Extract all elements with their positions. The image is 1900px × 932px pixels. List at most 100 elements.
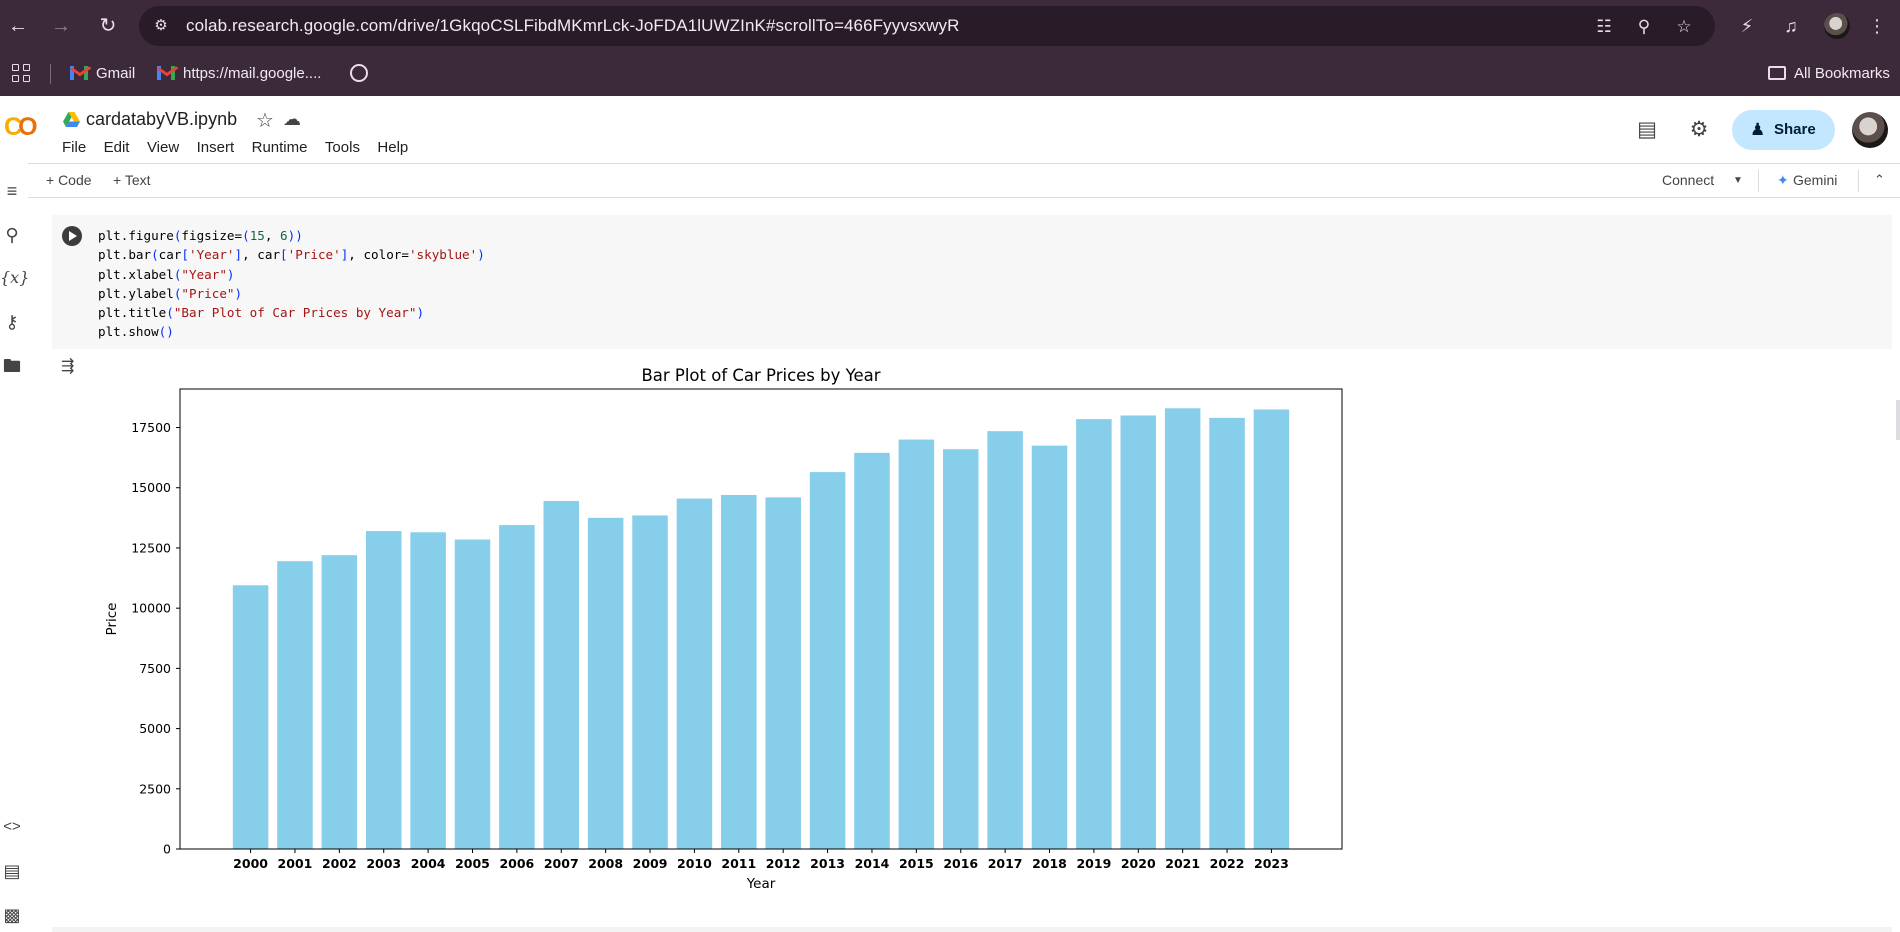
x-tick-label-2005: 2005 [455,856,490,871]
bar-2023 [1253,409,1290,849]
toolbar-divider [1758,170,1759,192]
connect-dropdown-icon[interactable]: ▼ [1733,175,1743,186]
bookmark-mail[interactable]: https://mail.google.... [157,62,321,86]
bar-2014 [854,452,890,849]
bar-2001 [277,561,313,849]
code-line-5: plt.title("Bar Plot of Car Prices by Yea… [98,305,425,321]
x-tick-label-2000: 2000 [233,856,268,871]
site-settings-icon[interactable]: ⚙ [154,17,168,34]
y-tick-label-17500: 17500 [131,420,171,435]
bar-2009 [632,515,668,849]
x-tick-label-2009: 2009 [633,856,668,871]
menu-help[interactable]: Help [377,139,409,156]
bar-2018 [1031,445,1068,849]
menu-runtime[interactable]: Runtime [251,139,308,156]
x-tick-label-2014: 2014 [855,856,890,871]
code-line-6: plt.show() [98,324,174,340]
user-avatar[interactable] [1852,112,1888,148]
x-tick-label-2019: 2019 [1076,856,1111,871]
folder-icon [1768,66,1786,80]
gemini-button[interactable]: Gemini [1793,172,1838,188]
address-bar[interactable]: ⚙ colab.research.google.com/drive/1GkqoC… [139,6,1715,46]
forward-icon[interactable]: → [51,15,71,37]
menu-tools[interactable]: Tools [324,139,360,156]
x-tick-label-2020: 2020 [1121,856,1156,871]
add-code-button[interactable]: + Code [46,172,92,188]
url-text: colab.research.google.com/drive/1GkqoCSL… [186,16,960,35]
variables-icon[interactable]: {x} [0,268,30,287]
cloud-saved-icon[interactable]: ☁ [283,109,301,129]
x-axis: 2000 2001 2002 2003 2004 2005 2006 2007 2008 2009… [233,849,1289,871]
menu-view[interactable]: View [146,139,180,156]
output-options-icon[interactable]: ⇶ [61,358,75,375]
code-cell[interactable] [52,215,1892,349]
bar-2016 [942,449,979,849]
menu-insert[interactable]: Insert [196,139,235,156]
code-editor[interactable]: plt.figure(figsize=(15, 6)) plt.bar(car[… [98,226,485,342]
share-button[interactable]: ♟ Share [1732,110,1835,150]
y-tick-label-7500: 7500 [139,661,171,676]
gemini-sparkle-icon: ✦ [1777,172,1789,188]
back-icon[interactable]: ← [8,15,28,37]
more-menu-icon[interactable]: ⋮ [1868,16,1886,36]
secrets-key-icon[interactable]: ⚷ [5,312,19,332]
x-tick-label-2003: 2003 [366,856,401,871]
menu-edit[interactable]: Edit [103,139,130,156]
menu-bar: File Edit View Insert Runtime Tools Help [62,139,421,157]
y-tick-label-2500: 2500 [139,781,171,796]
collapse-header-icon[interactable]: ⌃ [1874,172,1885,187]
toolbar-divider [1858,170,1859,192]
apps-grid-icon[interactable] [12,64,32,84]
x-tick-label-2017: 2017 [988,856,1023,871]
bookmark-globe[interactable] [350,62,368,86]
command-palette-icon[interactable]: ▤ [3,861,21,881]
bookmark-gmail[interactable]: Gmail [70,62,135,86]
scrollbar-thumb[interactable] [1896,400,1900,440]
star-icon[interactable]: ☆ [256,110,274,132]
x-tick-label-2001: 2001 [278,856,313,871]
browser-toolbar: ← → ↻ ⚙ colab.research.google.com/drive/… [0,0,1900,52]
x-tick-label-2023: 2023 [1254,856,1289,871]
bookmark-label: https://mail.google.... [183,65,322,82]
search-icon[interactable]: ⚲ [5,225,19,245]
x-tick-label-2010: 2010 [677,856,712,871]
reload-icon[interactable]: ↻ [99,15,117,37]
table-of-contents-icon[interactable]: ≡ [6,181,18,201]
x-tick-label-2013: 2013 [810,856,845,871]
y-axis-label: Price [104,603,120,636]
x-tick-label-2021: 2021 [1165,856,1200,871]
zoom-icon[interactable]: ⚲ [1637,17,1651,36]
run-cell-button[interactable] [62,226,82,246]
bar-2004 [410,532,446,849]
colab-logo[interactable]: CO [4,113,38,141]
terminal-icon[interactable]: ▩ [3,905,21,925]
bar-2020 [1120,415,1157,849]
media-icon[interactable]: ♫ [1784,16,1798,36]
bar-2010 [676,498,713,849]
bookmarks-bar: Gmail https://mail.google.... All Bookma… [0,52,1900,96]
comments-icon[interactable]: ▤ [1637,118,1657,141]
profile-avatar[interactable] [1824,13,1850,39]
notebook-title[interactable]: cardatabyVB.ipynb [86,109,238,129]
code-snippets-icon[interactable]: <> [3,818,21,835]
menu-file[interactable]: File [62,139,87,156]
notebook-toolbar: + Code + Text Connect ▼ ✦ Gemini ⌃ [28,163,1900,198]
bars-group [232,408,1290,849]
next-cell-edge [52,927,1892,932]
settings-icon[interactable]: ⚙ [1689,118,1709,141]
gmail-icon [157,66,175,80]
plot-frame [179,388,1343,850]
all-bookmarks[interactable]: All Bookmarks [1768,62,1890,86]
bookmarks-divider [50,64,51,84]
y-tick-label-0: 0 [163,842,171,857]
add-text-button[interactable]: + Text [113,172,151,188]
bar-2007 [543,500,580,849]
connect-button[interactable]: Connect [1662,172,1715,188]
y-tick-label-15000: 15000 [131,480,171,495]
files-folder-icon[interactable]: 🖿 [3,356,21,376]
extension-icon[interactable]: ⚡ [1740,16,1754,36]
bookmark-label: Gmail [96,65,136,82]
translate-icon[interactable]: ☷ [1596,17,1612,36]
globe-icon [350,64,368,82]
bookmark-star-icon[interactable]: ☆ [1676,17,1692,36]
